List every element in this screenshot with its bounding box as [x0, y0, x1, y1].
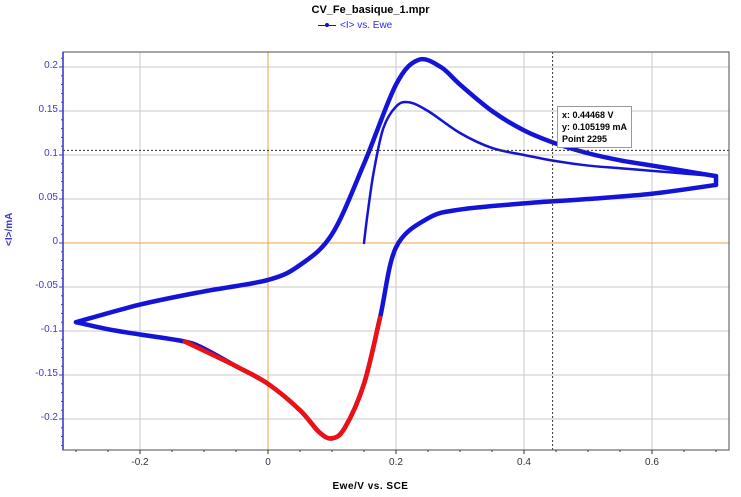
cursor-y-value: y: 0.105199 mA [562, 122, 628, 132]
gridlines [63, 52, 729, 450]
cursor-point-index: Point 2295 [562, 134, 608, 144]
y-tick-label: -0.2 [40, 412, 58, 423]
y-tick-label: 0.1 [44, 148, 58, 159]
y-tick-label: 0.05 [38, 192, 58, 203]
y-tick-label: -0.05 [35, 280, 58, 291]
x-tick-label: 0.4 [517, 457, 531, 468]
cursor-tooltip: x: 0.44468 V y: 0.105199 mA Point 2295 [557, 106, 633, 148]
legend-marker-icon [318, 23, 336, 27]
cv-curve [73, 56, 719, 441]
cursor-crosshair [63, 52, 729, 450]
y-tick-label: 0.2 [44, 60, 58, 71]
y-tick-label: -0.15 [35, 368, 58, 379]
x-tick-label: -0.2 [131, 457, 149, 468]
chart-title: CV_Fe_basique_1.mpr [311, 4, 430, 16]
x-tick-label: 0 [265, 457, 271, 468]
x-tick-label: 0.6 [645, 457, 659, 468]
legend-label: <I> vs. Ewe [340, 20, 393, 31]
y-tick-label: 0.15 [38, 104, 58, 115]
x-tick-label: 0.2 [389, 457, 403, 468]
y-tick-label: 0 [52, 236, 58, 247]
x-axis-label: Ewe/V vs. SCE [332, 481, 409, 492]
y-tick-label: -0.1 [40, 324, 58, 335]
cursor-x-value: x: 0.44468 V [562, 110, 614, 120]
y-axis-label: <I>/mA [4, 212, 15, 246]
legend[interactable]: <I> vs. Ewe [318, 20, 392, 31]
axis-ticks [59, 57, 717, 454]
